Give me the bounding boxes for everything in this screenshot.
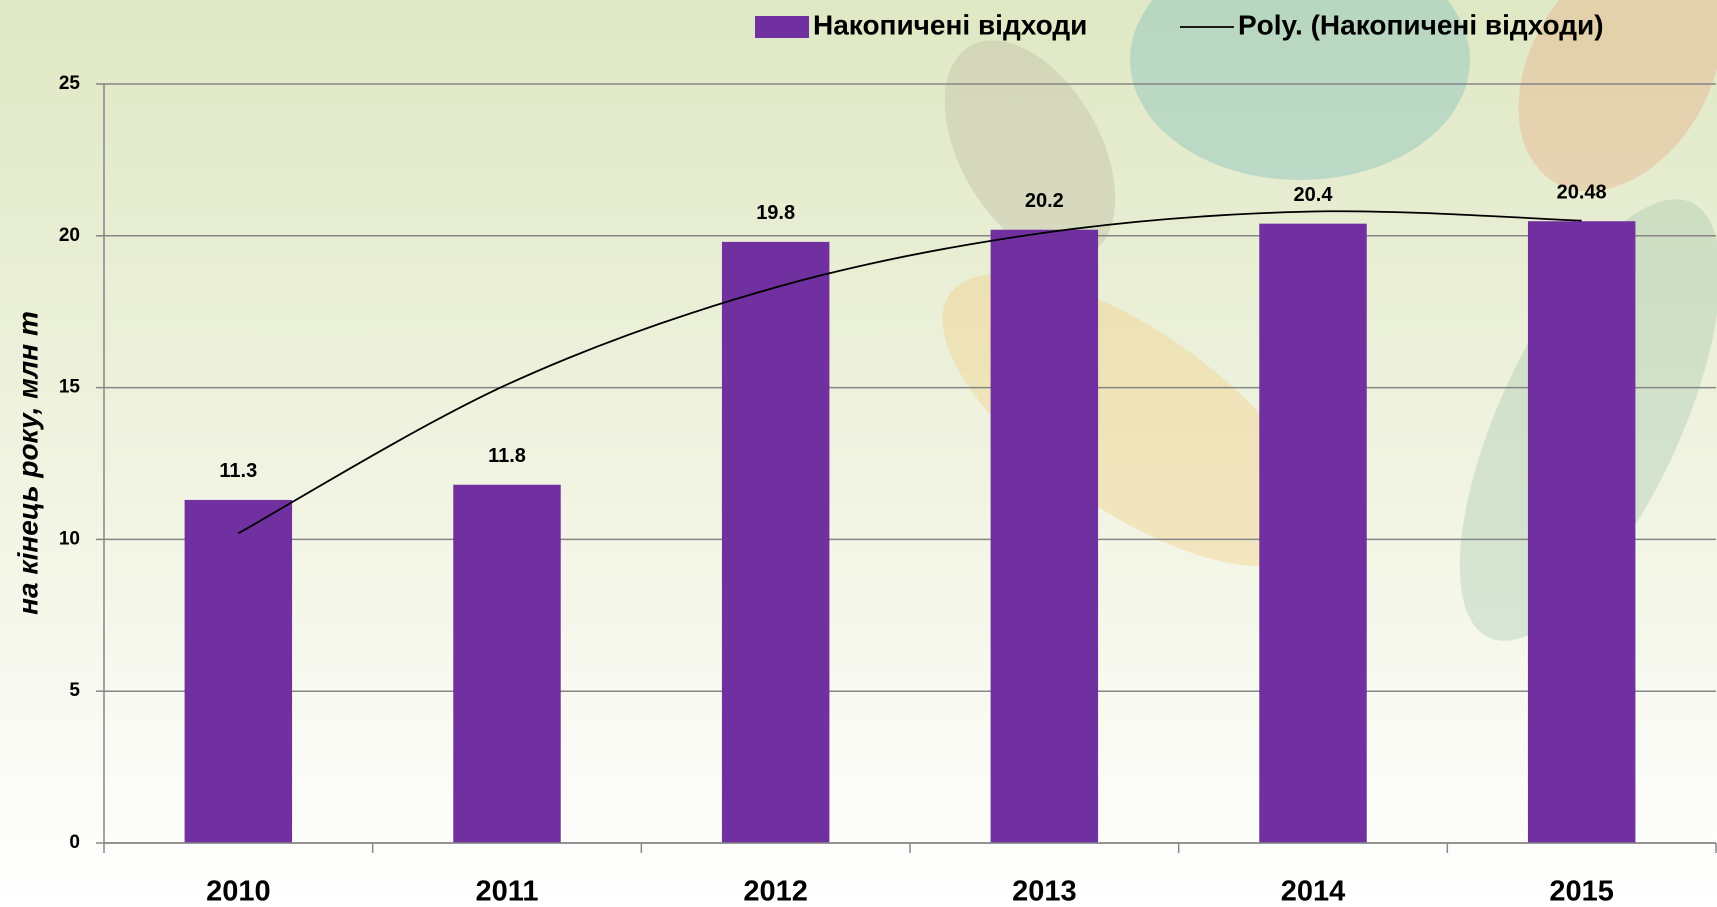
data-label: 20.4 <box>1294 184 1334 206</box>
data-label: 20.48 <box>1557 182 1607 204</box>
y-tick-label: 5 <box>69 680 80 701</box>
bar <box>453 485 560 843</box>
data-label: 19.8 <box>756 202 795 224</box>
legend-label: Poly. (Накопичені відходи) <box>1238 9 1604 40</box>
x-tick-label: 2011 <box>476 876 539 907</box>
data-label: 20.2 <box>1025 190 1064 212</box>
x-tick-label: 2013 <box>1012 876 1077 907</box>
data-label: 11.8 <box>488 445 526 467</box>
y-tick-label: 25 <box>59 73 81 94</box>
y-tick-label: 20 <box>59 225 80 246</box>
x-tick-label: 2015 <box>1549 876 1614 907</box>
y-tick-label: 15 <box>59 377 81 398</box>
bar <box>1528 221 1635 843</box>
bar <box>185 500 292 843</box>
bar <box>991 230 1098 843</box>
y-axis-label: на кінець року, млн т <box>12 311 43 615</box>
y-tick-label: 0 <box>69 832 80 853</box>
x-tick-label: 2014 <box>1281 876 1346 907</box>
y-tick-label: 10 <box>59 528 80 549</box>
data-label: 11.3 <box>219 460 257 482</box>
bar <box>1259 224 1366 843</box>
x-tick-label: 2010 <box>206 876 271 907</box>
x-tick-label: 2012 <box>743 876 808 907</box>
legend-label: Накопичені відходи <box>813 9 1087 40</box>
legend-swatch <box>755 16 809 38</box>
chart: на кінець року, млн т 0 5 10 15 20 25 2010 2011… <box>0 0 1717 907</box>
bar <box>722 242 829 843</box>
